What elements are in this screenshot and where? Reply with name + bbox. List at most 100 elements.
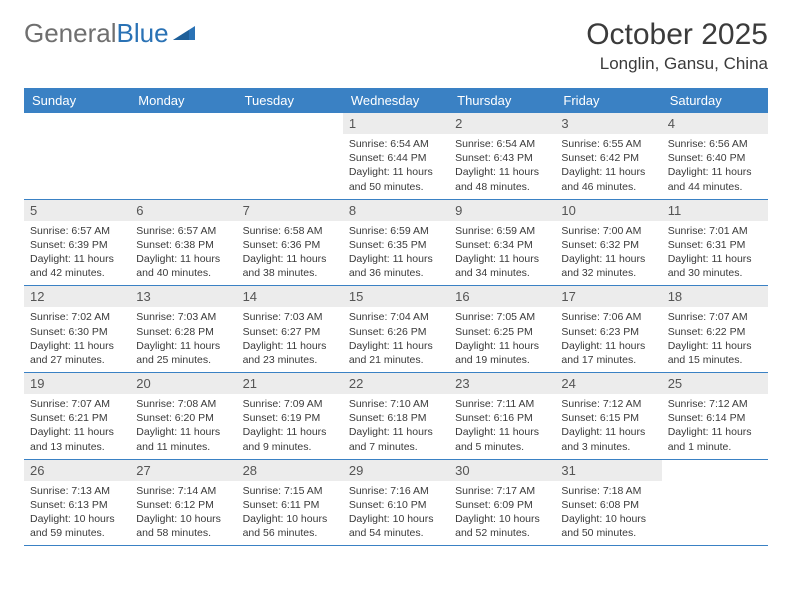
calendar-empty-cell	[237, 113, 343, 199]
calendar-day-cell: 29Sunrise: 7:16 AMSunset: 6:10 PMDayligh…	[343, 459, 449, 546]
day-number: 7	[237, 200, 343, 221]
day-header: Friday	[555, 88, 661, 113]
day-number: 10	[555, 200, 661, 221]
calendar-day-cell: 23Sunrise: 7:11 AMSunset: 6:16 PMDayligh…	[449, 373, 555, 460]
calendar-table: SundayMondayTuesdayWednesdayThursdayFrid…	[24, 88, 768, 546]
location-text: Longlin, Gansu, China	[586, 54, 768, 74]
day-details: Sunrise: 7:03 AMSunset: 6:27 PMDaylight:…	[237, 307, 343, 372]
day-details: Sunrise: 7:02 AMSunset: 6:30 PMDaylight:…	[24, 307, 130, 372]
day-details: Sunrise: 7:03 AMSunset: 6:28 PMDaylight:…	[130, 307, 236, 372]
day-number: 31	[555, 460, 661, 481]
calendar-day-cell: 25Sunrise: 7:12 AMSunset: 6:14 PMDayligh…	[662, 373, 768, 460]
day-details: Sunrise: 7:09 AMSunset: 6:19 PMDaylight:…	[237, 394, 343, 459]
day-header: Sunday	[24, 88, 130, 113]
calendar-day-cell: 18Sunrise: 7:07 AMSunset: 6:22 PMDayligh…	[662, 286, 768, 373]
logo-text-blue: Blue	[117, 18, 169, 49]
calendar-day-cell: 26Sunrise: 7:13 AMSunset: 6:13 PMDayligh…	[24, 459, 130, 546]
day-number: 29	[343, 460, 449, 481]
day-details: Sunrise: 7:16 AMSunset: 6:10 PMDaylight:…	[343, 481, 449, 546]
day-details: Sunrise: 6:56 AMSunset: 6:40 PMDaylight:…	[662, 134, 768, 199]
day-details: Sunrise: 7:15 AMSunset: 6:11 PMDaylight:…	[237, 481, 343, 546]
calendar-empty-cell	[130, 113, 236, 199]
day-details: Sunrise: 7:08 AMSunset: 6:20 PMDaylight:…	[130, 394, 236, 459]
calendar-day-cell: 9Sunrise: 6:59 AMSunset: 6:34 PMDaylight…	[449, 199, 555, 286]
day-number: 11	[662, 200, 768, 221]
calendar-body: 1Sunrise: 6:54 AMSunset: 6:44 PMDaylight…	[24, 113, 768, 546]
day-details: Sunrise: 7:01 AMSunset: 6:31 PMDaylight:…	[662, 221, 768, 286]
day-number: 30	[449, 460, 555, 481]
day-details: Sunrise: 6:58 AMSunset: 6:36 PMDaylight:…	[237, 221, 343, 286]
day-number: 6	[130, 200, 236, 221]
calendar-day-cell: 7Sunrise: 6:58 AMSunset: 6:36 PMDaylight…	[237, 199, 343, 286]
day-header: Tuesday	[237, 88, 343, 113]
calendar-empty-cell	[662, 459, 768, 546]
calendar-day-cell: 27Sunrise: 7:14 AMSunset: 6:12 PMDayligh…	[130, 459, 236, 546]
day-number: 25	[662, 373, 768, 394]
logo-text-gray: General	[24, 18, 117, 49]
calendar-day-cell: 2Sunrise: 6:54 AMSunset: 6:43 PMDaylight…	[449, 113, 555, 199]
calendar-day-cell: 17Sunrise: 7:06 AMSunset: 6:23 PMDayligh…	[555, 286, 661, 373]
calendar-day-cell: 19Sunrise: 7:07 AMSunset: 6:21 PMDayligh…	[24, 373, 130, 460]
calendar-week-row: 26Sunrise: 7:13 AMSunset: 6:13 PMDayligh…	[24, 459, 768, 546]
calendar-day-cell: 31Sunrise: 7:18 AMSunset: 6:08 PMDayligh…	[555, 459, 661, 546]
day-number: 14	[237, 286, 343, 307]
calendar-day-cell: 14Sunrise: 7:03 AMSunset: 6:27 PMDayligh…	[237, 286, 343, 373]
day-number: 13	[130, 286, 236, 307]
day-number: 24	[555, 373, 661, 394]
day-number: 16	[449, 286, 555, 307]
calendar-week-row: 5Sunrise: 6:57 AMSunset: 6:39 PMDaylight…	[24, 199, 768, 286]
day-details: Sunrise: 7:12 AMSunset: 6:14 PMDaylight:…	[662, 394, 768, 459]
logo-triangle-icon	[173, 18, 197, 49]
calendar-header-row: SundayMondayTuesdayWednesdayThursdayFrid…	[24, 88, 768, 113]
calendar-day-cell: 11Sunrise: 7:01 AMSunset: 6:31 PMDayligh…	[662, 199, 768, 286]
day-number: 1	[343, 113, 449, 134]
day-number: 28	[237, 460, 343, 481]
day-number: 12	[24, 286, 130, 307]
day-details: Sunrise: 7:07 AMSunset: 6:21 PMDaylight:…	[24, 394, 130, 459]
day-details: Sunrise: 7:17 AMSunset: 6:09 PMDaylight:…	[449, 481, 555, 546]
day-details: Sunrise: 7:14 AMSunset: 6:12 PMDaylight:…	[130, 481, 236, 546]
day-number: 21	[237, 373, 343, 394]
day-details: Sunrise: 6:54 AMSunset: 6:43 PMDaylight:…	[449, 134, 555, 199]
calendar-day-cell: 8Sunrise: 6:59 AMSunset: 6:35 PMDaylight…	[343, 199, 449, 286]
month-title: October 2025	[586, 18, 768, 52]
header: GeneralBlue October 2025 Longlin, Gansu,…	[24, 18, 768, 74]
calendar-day-cell: 21Sunrise: 7:09 AMSunset: 6:19 PMDayligh…	[237, 373, 343, 460]
day-number: 23	[449, 373, 555, 394]
calendar-week-row: 1Sunrise: 6:54 AMSunset: 6:44 PMDaylight…	[24, 113, 768, 199]
calendar-day-cell: 13Sunrise: 7:03 AMSunset: 6:28 PMDayligh…	[130, 286, 236, 373]
day-number: 15	[343, 286, 449, 307]
calendar-day-cell: 10Sunrise: 7:00 AMSunset: 6:32 PMDayligh…	[555, 199, 661, 286]
day-details: Sunrise: 7:06 AMSunset: 6:23 PMDaylight:…	[555, 307, 661, 372]
title-block: October 2025 Longlin, Gansu, China	[586, 18, 768, 74]
day-details: Sunrise: 6:57 AMSunset: 6:39 PMDaylight:…	[24, 221, 130, 286]
day-details: Sunrise: 7:05 AMSunset: 6:25 PMDaylight:…	[449, 307, 555, 372]
day-number: 27	[130, 460, 236, 481]
day-number: 17	[555, 286, 661, 307]
day-details: Sunrise: 6:59 AMSunset: 6:34 PMDaylight:…	[449, 221, 555, 286]
day-details: Sunrise: 6:55 AMSunset: 6:42 PMDaylight:…	[555, 134, 661, 199]
day-number: 9	[449, 200, 555, 221]
calendar-day-cell: 4Sunrise: 6:56 AMSunset: 6:40 PMDaylight…	[662, 113, 768, 199]
day-details: Sunrise: 7:11 AMSunset: 6:16 PMDaylight:…	[449, 394, 555, 459]
calendar-week-row: 12Sunrise: 7:02 AMSunset: 6:30 PMDayligh…	[24, 286, 768, 373]
calendar-week-row: 19Sunrise: 7:07 AMSunset: 6:21 PMDayligh…	[24, 373, 768, 460]
calendar-day-cell: 22Sunrise: 7:10 AMSunset: 6:18 PMDayligh…	[343, 373, 449, 460]
day-details: Sunrise: 7:10 AMSunset: 6:18 PMDaylight:…	[343, 394, 449, 459]
day-number: 26	[24, 460, 130, 481]
day-number: 19	[24, 373, 130, 394]
calendar-day-cell: 16Sunrise: 7:05 AMSunset: 6:25 PMDayligh…	[449, 286, 555, 373]
day-number: 20	[130, 373, 236, 394]
day-number: 22	[343, 373, 449, 394]
day-details: Sunrise: 7:12 AMSunset: 6:15 PMDaylight:…	[555, 394, 661, 459]
day-number: 8	[343, 200, 449, 221]
day-details: Sunrise: 7:07 AMSunset: 6:22 PMDaylight:…	[662, 307, 768, 372]
calendar-empty-cell	[24, 113, 130, 199]
calendar-day-cell: 15Sunrise: 7:04 AMSunset: 6:26 PMDayligh…	[343, 286, 449, 373]
day-number: 3	[555, 113, 661, 134]
day-details: Sunrise: 7:13 AMSunset: 6:13 PMDaylight:…	[24, 481, 130, 546]
logo: GeneralBlue	[24, 18, 197, 49]
day-header: Wednesday	[343, 88, 449, 113]
calendar-day-cell: 28Sunrise: 7:15 AMSunset: 6:11 PMDayligh…	[237, 459, 343, 546]
day-header: Monday	[130, 88, 236, 113]
